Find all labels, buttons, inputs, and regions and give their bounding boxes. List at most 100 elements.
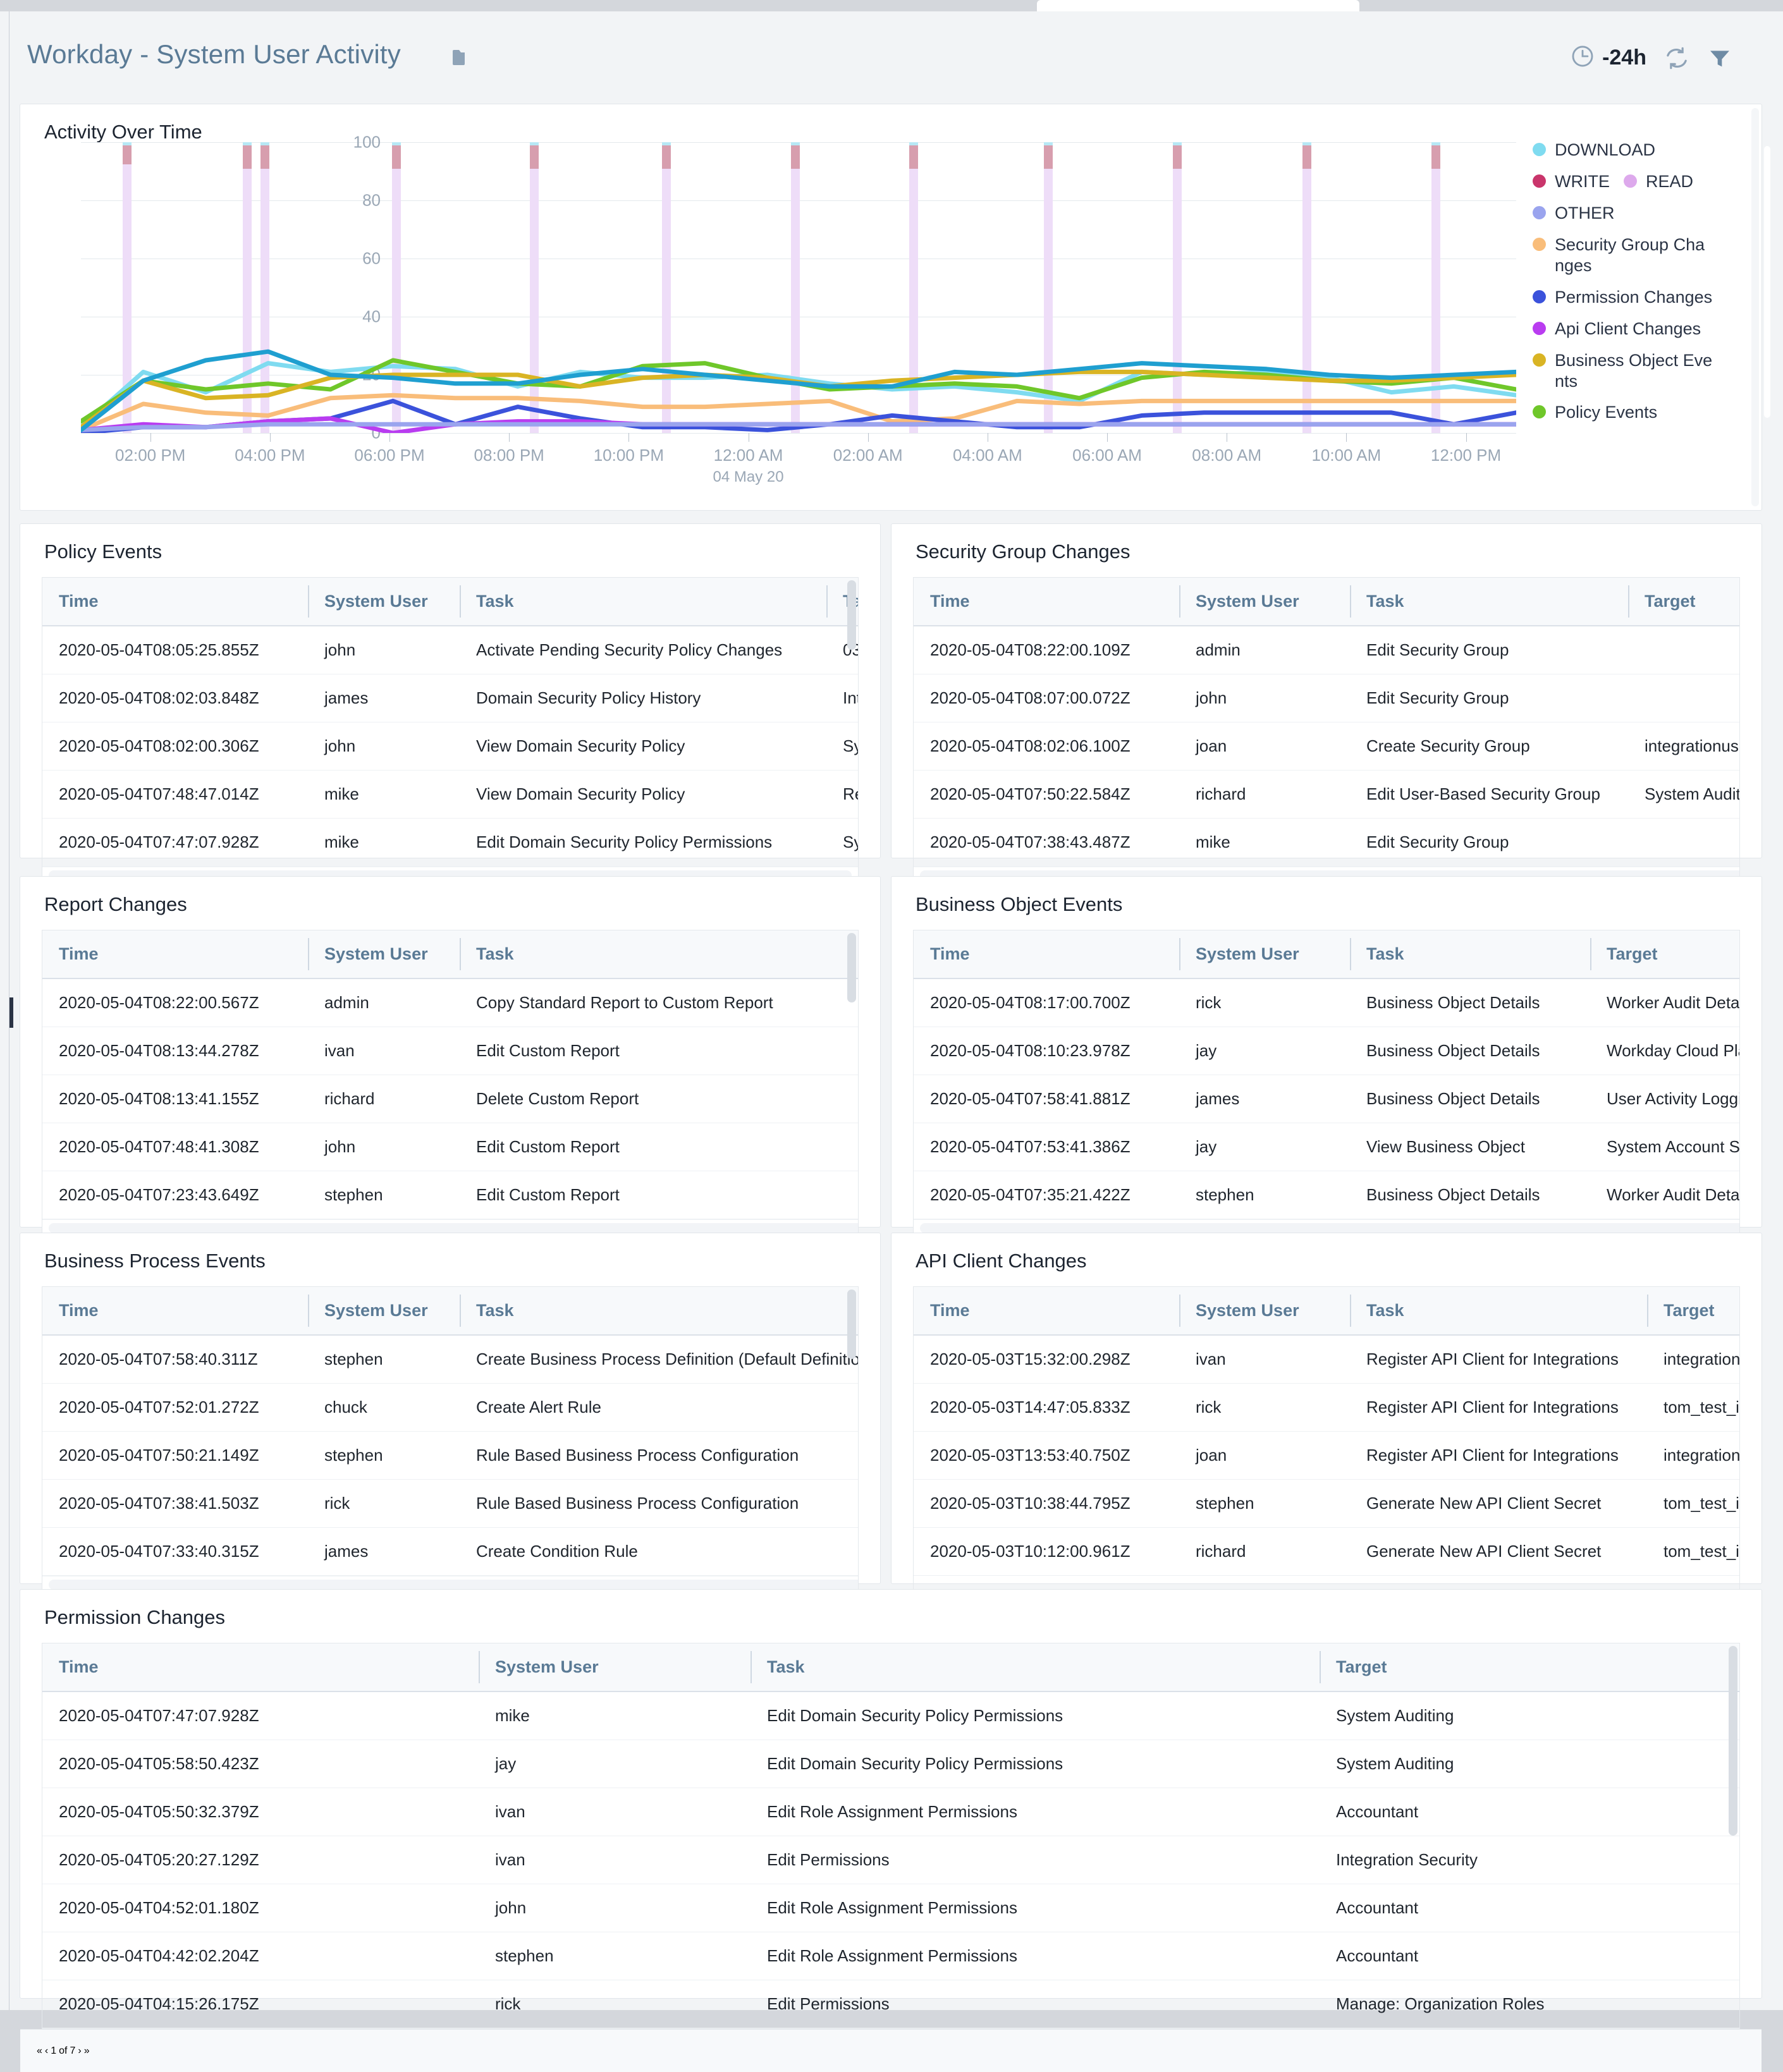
column-header[interactable]: Time <box>42 578 308 626</box>
filter-icon[interactable] <box>1707 46 1732 71</box>
column-header[interactable]: Time <box>914 1287 1179 1336</box>
table-vertical-scrollbar[interactable] <box>847 1289 856 1359</box>
column-header[interactable]: Target <box>1647 1287 1739 1336</box>
table-row[interactable]: 2020-05-04T07:48:41.308Z john Edit Custom … <box>42 1123 858 1171</box>
column-header[interactable]: System User <box>308 930 460 979</box>
column-header[interactable]: Task <box>1350 578 1628 626</box>
table-container[interactable]: Time System User Task Target 2020-05-03T15:… <box>913 1286 1740 1641</box>
pagination-last[interactable]: » <box>83 2045 90 2056</box>
table-row[interactable]: 2020-05-04T04:42:02.204Z stephen Edit Role… <box>42 1932 1739 1980</box>
table-container[interactable]: Time System User Task Target 2020-05-04T07:… <box>42 1643 1740 2029</box>
stacked-event-bar[interactable] <box>122 142 132 433</box>
chart-body[interactable]: 0 20 40 60 80 100 02:00 PM 04:00 PM 06:00 PM 08:0… <box>20 133 1770 509</box>
legend-item-security-group-changes[interactable]: Security Group Changes <box>1533 235 1713 276</box>
column-header[interactable]: System User <box>1179 1287 1350 1336</box>
table-row[interactable]: 2020-05-04T08:22:00.567Z admin Copy Standa… <box>42 978 858 1027</box>
pagination-prev[interactable]: ‹ <box>44 2045 49 2056</box>
table-row[interactable]: 2020-05-04T08:02:00.306Z john View Domain … <box>42 722 858 771</box>
table-vertical-scrollbar[interactable] <box>847 580 856 650</box>
table-row[interactable]: 2020-05-04T07:58:41.881Z james Business Ob… <box>914 1075 1739 1123</box>
column-header[interactable]: Task <box>460 930 858 979</box>
table-row[interactable]: 2020-05-04T08:05:25.855Z john Activate Pen… <box>42 626 858 674</box>
column-header[interactable]: System User <box>1179 930 1350 979</box>
pagination-first[interactable]: « <box>37 2045 42 2056</box>
table-row[interactable]: 2020-05-04T07:50:21.149Z stephen Rule Base… <box>42 1431 858 1480</box>
table-row[interactable]: 2020-05-04T04:15:26.175Z rick Edit Permiss… <box>42 1980 1739 2028</box>
table-row[interactable]: 2020-05-04T07:33:40.315Z james Create Cond… <box>42 1527 858 1576</box>
table-container[interactable]: Time System User Task 2020-05-04T07:58:40.… <box>42 1286 859 1593</box>
table-row[interactable]: 2020-05-04T08:13:41.155Z richard Delete Cu… <box>42 1075 858 1123</box>
column-header[interactable]: Task <box>460 578 826 626</box>
table-row[interactable]: 2020-05-04T07:53:41.386Z jay View Business… <box>914 1123 1739 1171</box>
legend-scrollbar[interactable] <box>1764 146 1770 418</box>
table-row[interactable]: 2020-05-04T04:52:01.180Z john Edit Role As… <box>42 1884 1739 1932</box>
table-row[interactable]: 2020-05-04T07:48:47.014Z mike View Domain … <box>42 770 858 819</box>
column-header[interactable]: Task <box>1350 930 1590 979</box>
legend-item-read[interactable]: READ <box>1624 171 1693 192</box>
folder-icon[interactable] <box>452 49 471 66</box>
table-row[interactable]: 2020-05-04T05:58:50.423Z jay Edit Domain S… <box>42 1740 1739 1788</box>
legend-item-write[interactable]: WRITE <box>1533 171 1610 192</box>
table-row[interactable]: 2020-05-03T15:32:00.298Z ivan Register API… <box>914 1335 1739 1384</box>
table-row[interactable]: 2020-05-03T13:53:40.750Z joan Register API… <box>914 1431 1739 1480</box>
stacked-event-bar[interactable] <box>1043 142 1053 433</box>
pagination-next[interactable]: › <box>78 2045 82 2056</box>
table-row[interactable]: 2020-05-04T08:07:00.072Z john Edit Securit… <box>914 674 1739 722</box>
column-header[interactable]: System User <box>479 1643 751 1692</box>
column-header[interactable]: Target <box>1628 578 1739 626</box>
pagination-current-page[interactable]: 1 <box>51 2045 57 2056</box>
table-row[interactable]: 2020-05-04T05:20:27.129Z ivan Edit Permiss… <box>42 1836 1739 1884</box>
table-row[interactable]: 2020-05-04T07:38:43.487Z mike Edit Securit… <box>914 818 1739 867</box>
table-row[interactable]: 2020-05-04T07:58:40.311Z stephen Create Bu… <box>42 1335 858 1384</box>
table-row[interactable]: 2020-05-03T10:38:44.795Z stephen Generate … <box>914 1479 1739 1528</box>
table-row[interactable]: 2020-05-04T07:35:21.422Z stephen Business … <box>914 1171 1739 1219</box>
column-header[interactable]: Target <box>1590 930 1739 979</box>
table-vertical-scrollbar[interactable] <box>1729 1646 1737 1836</box>
legend-item-policy-events[interactable]: Policy Events <box>1533 402 1657 423</box>
stacked-event-bar[interactable] <box>530 142 539 433</box>
stacked-event-bar[interactable] <box>1302 142 1311 433</box>
column-header[interactable]: Time <box>914 578 1179 626</box>
refresh-icon[interactable] <box>1664 46 1689 71</box>
table-row[interactable]: 2020-05-04T07:38:41.503Z rick Rule Based B… <box>42 1479 858 1528</box>
table-row[interactable]: 2020-05-04T08:10:23.978Z jay Business Obje… <box>914 1027 1739 1075</box>
table-container[interactable]: Time System User Task 2020-05-04T08:22:00.… <box>42 930 859 1236</box>
column-header[interactable]: System User <box>308 1287 460 1336</box>
table-row[interactable]: 2020-05-04T05:50:32.379Z ivan Edit Role As… <box>42 1788 1739 1836</box>
column-header[interactable]: Time <box>42 1287 308 1336</box>
legend-item-download[interactable]: DOWNLOAD <box>1533 140 1655 161</box>
chart-card-scrollbar[interactable] <box>1751 108 1759 506</box>
legend-item-permission-changes[interactable]: Permission Changes <box>1533 287 1712 308</box>
stacked-event-bar[interactable] <box>1431 142 1440 433</box>
legend-item-business-object-events[interactable]: Business Object Events <box>1533 350 1713 392</box>
stacked-event-bar[interactable] <box>791 142 800 433</box>
table-row[interactable]: 2020-05-04T08:02:03.848Z james Domain Secu… <box>42 674 858 722</box>
table-row[interactable]: 2020-05-04T07:23:43.649Z stephen Edit Cust… <box>42 1171 858 1219</box>
table-row[interactable]: 2020-05-04T07:52:01.272Z chuck Create Aler… <box>42 1383 858 1432</box>
pagination-total-pages[interactable]: 7 <box>70 2045 76 2056</box>
column-header[interactable]: Task <box>751 1643 1320 1692</box>
pagination[interactable]: «‹ 1 of 7 ›» <box>20 2029 1762 2072</box>
table-row[interactable]: 2020-05-03T14:47:05.833Z rick Register API… <box>914 1383 1739 1432</box>
table-row[interactable]: 2020-05-04T08:17:00.700Z rick Business Obj… <box>914 978 1739 1027</box>
table-row[interactable]: 2020-05-04T07:50:22.584Z richard Edit User… <box>914 770 1739 819</box>
stacked-event-bar[interactable] <box>909 142 918 433</box>
column-header[interactable]: Task <box>1350 1287 1647 1336</box>
time-range-selector[interactable]: -24h <box>1571 44 1646 71</box>
chart-legend[interactable]: DOWNLOAD WRITE READ OTHER Security Group Cha… <box>1533 140 1746 463</box>
table-row[interactable]: 2020-05-04T07:47:07.928Z mike Edit Domain … <box>42 1691 1739 1740</box>
column-header[interactable]: Task <box>460 1287 858 1336</box>
column-header[interactable]: Time <box>914 930 1179 979</box>
legend-item-other[interactable]: OTHER <box>1533 203 1615 224</box>
column-header[interactable]: Time <box>42 1643 479 1692</box>
column-header[interactable]: System User <box>308 578 460 626</box>
column-header[interactable]: Target <box>1320 1643 1739 1692</box>
table-vertical-scrollbar[interactable] <box>847 933 856 1002</box>
stacked-event-bar[interactable] <box>243 142 252 433</box>
column-header[interactable]: Time <box>42 930 308 979</box>
table-row[interactable]: 2020-05-04T08:02:06.100Z joan Create Secur… <box>914 722 1739 771</box>
table-row[interactable]: 2020-05-04T08:22:00.109Z admin Edit Securi… <box>914 626 1739 674</box>
